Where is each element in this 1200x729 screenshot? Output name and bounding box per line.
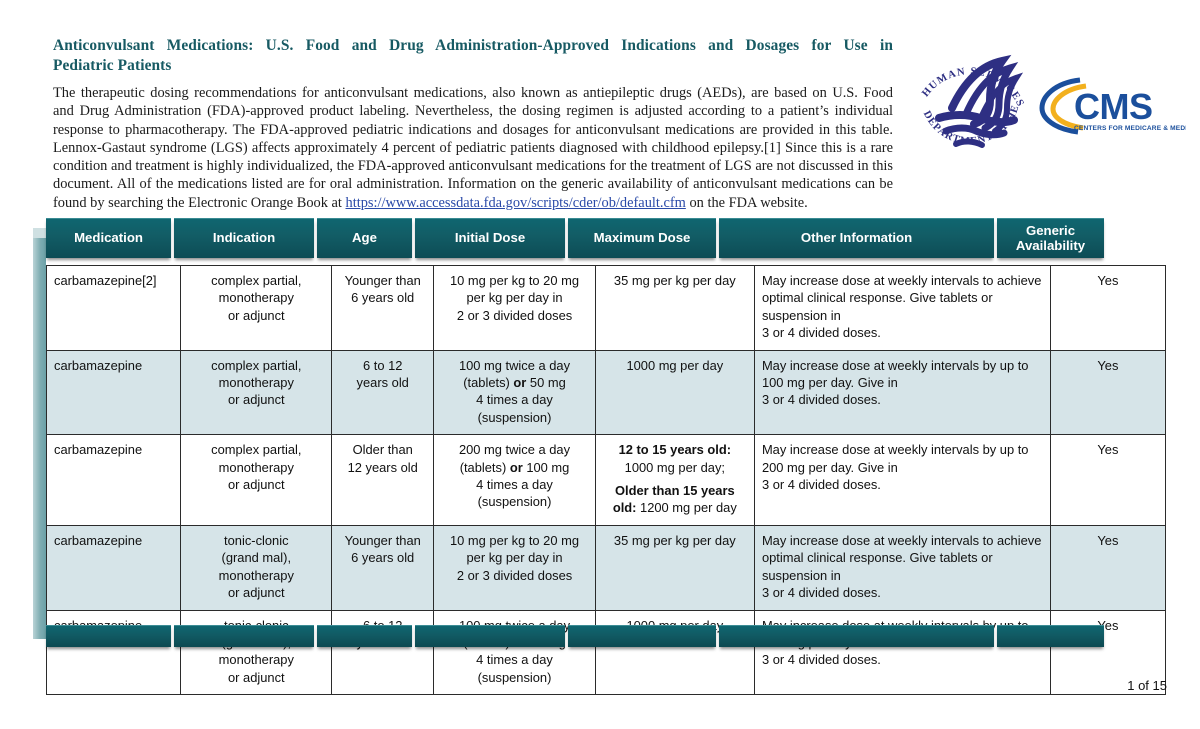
cms-logo-icon: CMS CENTERS FOR MEDICARE & MEDICAID SERV… — [1038, 75, 1200, 137]
cell-medication: carbamazepine — [45, 434, 182, 526]
max-dose-value-a: 1000 mg per day; — [624, 459, 725, 475]
cell-generic-availability: Yes — [1049, 609, 1167, 696]
table-header-row: Medication Indication Age Initial Dose M… — [46, 218, 1166, 265]
column-header-maximum-dose[interactable]: Maximum Dose — [568, 218, 716, 258]
table-row: carbamazepine complex partial, monotherap… — [45, 434, 1167, 526]
footer-tab-other-information — [719, 625, 994, 647]
table-row: carbamazepine tonic-clonic(grand mal),mo… — [45, 524, 1167, 611]
table-frame-left-cap — [33, 228, 46, 238]
cell-indication: complex partial, monotherapy or adjunct — [180, 265, 333, 351]
page-number: 1 of 15 — [1127, 678, 1167, 693]
intro-line: response to pharmacotherapy. The FDA-app… — [53, 121, 893, 138]
svg-text:CENTERS FOR MEDICARE & MEDICAI: CENTERS FOR MEDICARE & MEDICAID SERVICES — [1074, 125, 1186, 132]
dose-part: 100 mg twice a day(tablets) — [458, 357, 571, 391]
svg-text:CMS: CMS — [1074, 86, 1153, 127]
column-header-indication[interactable]: Indication — [174, 218, 314, 258]
table-row: carbamazepine complex partial, monotherap… — [45, 349, 1167, 436]
cell-initial-dose: 200 mg twice a day (tablets) or 100 mg 4 t… — [433, 434, 596, 526]
footer-tab-generic-availability — [997, 625, 1104, 647]
intro-line: and Drug Administration (FDA)-approved p… — [53, 103, 893, 120]
table-row: carbamazepine tonic-clonic(grand mal),mo… — [45, 609, 1167, 696]
cell-generic-availability: Yes — [1049, 434, 1167, 526]
intro-line: The therapeutic dosing recommendations f… — [53, 85, 893, 101]
page-title: Anticonvulsant Medications: U.S. Food an… — [53, 36, 893, 77]
max-dose-label-b: Older than 15 years — [614, 483, 735, 499]
agency-logos: HUMAN SERVICES · USA DEPARTMENT OF HEALT… — [900, 26, 1200, 180]
intro-line: condition and treatment is highly indivi… — [53, 158, 893, 175]
dose-part: 100 mg 4 times a day (suspension) — [476, 459, 570, 510]
cell-generic-availability: Yes — [1049, 524, 1167, 611]
table-frame-left — [33, 236, 46, 639]
cell-indication: complex partial, monotherapy or adjunct — [180, 349, 333, 436]
cell-age: Younger than 6 years old — [331, 524, 435, 611]
cell-other-information: May increase dose at weekly intervals by… — [753, 349, 1051, 436]
page-title-line-2: Pediatric Patients — [53, 57, 172, 75]
footer-tab-maximum-dose — [568, 625, 716, 647]
cell-initial-dose: 10 mg per kg to 20 mg per kg per day in 2 … — [433, 265, 596, 351]
intro-last-line-suffix: on the FDA website. — [685, 194, 808, 211]
table-body: carbamazepine[2] complex partial, monothe… — [45, 265, 1167, 696]
medication-table: Medication Indication Age Initial Dose M… — [33, 218, 1167, 696]
intro-line: document. All of the medications listed … — [53, 176, 893, 193]
footer-tab-indication — [174, 625, 314, 647]
cell-age: Younger than 6 years old — [331, 265, 435, 351]
cell-age: Older than 12 years old — [331, 434, 435, 526]
table-row: carbamazepine[2] complex partial, monothe… — [45, 265, 1167, 351]
intro-last-line: found by searching the Electronic Orange… — [53, 194, 893, 212]
cell-medication: carbamazepine[2] — [45, 265, 182, 351]
cell-maximum-dose: 1000 mg per day — [594, 349, 755, 436]
max-dose-value-b: old: 1200 mg per day — [612, 500, 737, 516]
cell-medication: carbamazepine — [45, 524, 182, 611]
dose-part-emphasis: or — [509, 459, 523, 475]
column-header-age[interactable]: Age — [317, 218, 412, 258]
page-title-line-1: Anticonvulsant Medications: U.S. Food an… — [53, 37, 893, 54]
column-header-generic-availability[interactable]: Generic Availability — [997, 218, 1104, 258]
column-header-initial-dose[interactable]: Initial Dose — [415, 218, 565, 258]
cell-medication: carbamazepine — [45, 349, 182, 436]
orange-book-link[interactable]: https://www.accessdata.fda.gov/scripts/c… — [345, 194, 686, 211]
footer-tab-initial-dose — [415, 625, 565, 647]
intro-paragraph: The therapeutic dosing recommendations f… — [53, 84, 893, 212]
cell-initial-dose: 10 mg per kg to 20 mg per kg per day in 2 … — [433, 524, 596, 611]
dose-part: 200 mg twice a day (tablets) — [458, 442, 571, 475]
spacer — [603, 476, 747, 482]
max-dose-label-a: 12 to 15 years old: — [618, 442, 732, 458]
column-header-other-information[interactable]: Other Information — [719, 218, 994, 258]
footer-tab-medication — [46, 625, 171, 647]
cell-maximum-dose: 35 mg per kg per day — [594, 265, 755, 351]
cell-maximum-dose: 35 mg per kg per day — [594, 524, 755, 611]
cell-generic-availability: Yes — [1049, 349, 1167, 436]
cell-other-information: May increase dose at weekly intervals to… — [753, 265, 1051, 351]
hhs-seal-icon: HUMAN SERVICES · USA DEPARTMENT OF HEALT… — [901, 26, 1034, 174]
cell-generic-availability: Yes — [1049, 265, 1167, 351]
cell-indication: complex partial, monotherapy or adjunct — [180, 434, 333, 526]
cell-other-information: May increase dose at weekly intervals to… — [753, 524, 1051, 611]
footer-tab-age — [317, 625, 412, 647]
cell-other-information: May increase dose at weekly intervals by… — [753, 434, 1051, 526]
intro-last-line-prefix: found by searching the Electronic Orange… — [53, 194, 346, 211]
dose-part-emphasis: or — [513, 375, 527, 391]
column-header-medication[interactable]: Medication — [46, 218, 171, 258]
table-footer-tabs — [46, 625, 1166, 655]
cell-maximum-dose: 1000 mg per day — [594, 609, 755, 696]
intro-line: Lennox-Gastaut syndrome (LGS) affects ap… — [53, 139, 893, 156]
cell-maximum-dose: 12 to 15 years old: 1000 mg per day; Older… — [594, 434, 755, 526]
